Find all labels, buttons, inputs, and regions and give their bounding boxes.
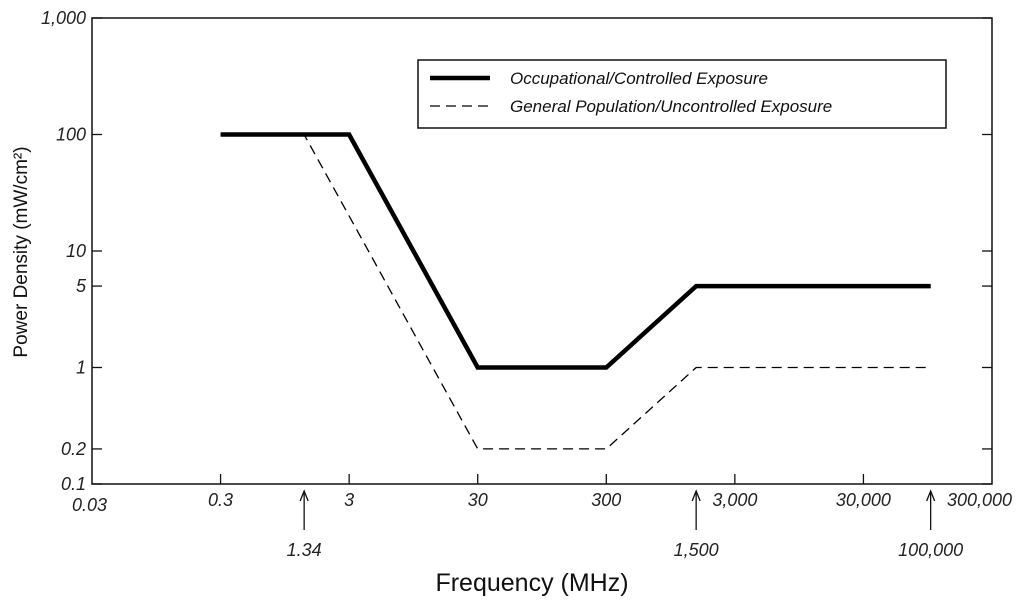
annotation-label: 1,500 [674,540,719,560]
series-lines [220,132,931,450]
annotation-arrow-head [691,489,701,502]
x-tick-label: 300,000 [947,490,1012,510]
legend-box [417,59,947,129]
x-tick-label: 300 [591,490,621,510]
x-tick-label: 0.03 [72,495,107,515]
annotation-label: 100,000 [898,540,963,560]
x-tick-label: 3,000 [712,490,757,510]
y-tick-label: 100 [56,125,86,145]
annotation-label: 1.34 [287,540,322,560]
occupational-exposure-line [220,132,931,370]
x-tick-label: 30,000 [836,490,891,510]
y-tick-label: 10 [66,241,86,261]
x-tick-label: 30 [468,490,488,510]
general-population-exposure-line [220,133,931,450]
y-axis-label: Power Density (mW/cm²) [11,146,32,357]
x-tick-label: 0.3 [208,490,233,510]
annotation-arrow-head [926,489,936,502]
legend: Occupational/Controlled Exposure General… [417,59,947,129]
y-tick-label: 1,000 [41,8,86,28]
legend-label-general-population: General Population/Uncontrolled Exposure [510,97,832,116]
x-tick-label: 3 [344,490,354,510]
annotations: 1.34 1,500 100,000 [287,489,963,560]
annotation-arrow-head [299,489,309,502]
y-tick-label: 1 [76,358,86,378]
y-tick-label: 5 [76,276,87,296]
y-tick-label: 0.2 [61,439,86,459]
axis-ticks: 1,000 100 10 5 1 0.2 0.10.03 0.3 3 30 300 3,000 30,0… [41,8,1012,515]
y-tick-label: 0.1 [61,474,86,494]
x-axis-label: Frequency (MHz) [435,569,628,597]
legend-label-occupational: Occupational/Controlled Exposure [510,69,768,88]
